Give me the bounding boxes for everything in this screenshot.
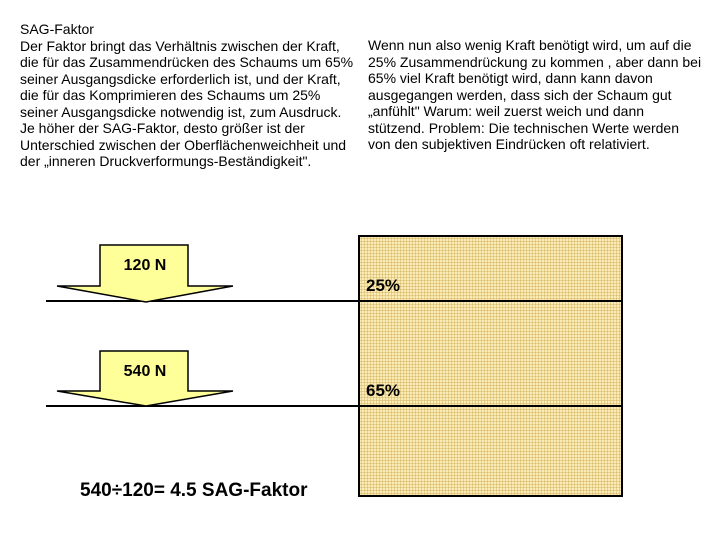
- force-label-120n: 120 N: [123, 257, 167, 274]
- explanation-paragraph: Wenn nun also wenig Kraft benötigt wird,…: [368, 37, 708, 153]
- compression-label-25pct: 25%: [366, 276, 401, 295]
- compression-line-25: [46, 300, 623, 302]
- foam-block-rectangle: [358, 235, 623, 497]
- paragraph-line: 25% Zusammendrückung zu kommen , aber da…: [368, 53, 702, 70]
- paragraph-line: stützend. Problem: Die technischen Werte…: [368, 119, 680, 136]
- paragraph-line: seiner Ausgangsdicke notwendig ist, zum …: [20, 103, 342, 120]
- force-label-540n: 540 N: [123, 363, 167, 380]
- paragraph-line: der „inneren Druckverformungs-Beständigk…: [20, 153, 312, 169]
- compression-label-65pct: 65%: [366, 381, 401, 400]
- paragraph-line: Unterschied zwischen der Oberflächenweic…: [20, 136, 347, 153]
- paragraph-line: 65% viel Kraft benötigt wird, dann kann …: [368, 70, 653, 86]
- sag-faktor-paragraph: SAG-Faktor Der Faktor bringt das Verhält…: [20, 21, 365, 170]
- compression-line-65: [46, 405, 623, 407]
- paragraph-line: die für das Komprimieren des Schaums um …: [20, 87, 321, 103]
- paragraph-line: von den subjektiven Eindrücken oft relat…: [368, 136, 650, 152]
- sag-faktor-formula: 540÷120= 4.5 SAG-Faktor: [80, 480, 308, 501]
- paragraph-line: die für das Zusammendrücken des Schaums …: [20, 54, 354, 70]
- paragraph-line: ausgegangen werden, dass sich der Schaum…: [368, 86, 672, 103]
- paragraph-line: „anfühlt" Warum: weil zuerst weich und d…: [368, 103, 645, 119]
- paragraph-line: seiner Ausgangsdicke erforderlich ist, u…: [20, 70, 341, 87]
- paragraph-line: Je höher der SAG-Faktor, desto größer is…: [20, 120, 305, 136]
- paragraph-line: Wenn nun also wenig Kraft benötigt wird,…: [368, 37, 692, 53]
- paragraph-line: Der Faktor bringt das Verhältnis zwische…: [20, 37, 340, 54]
- sag-faktor-title: SAG-Faktor: [20, 21, 94, 37]
